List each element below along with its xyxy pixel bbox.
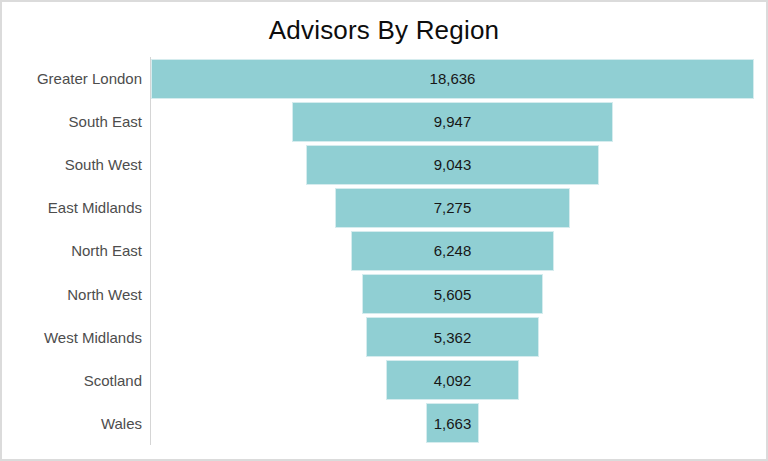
category-label: East Midlands: [2, 186, 150, 229]
bar-value-label: 4,092: [434, 372, 472, 389]
plot-area: 5,362: [150, 316, 766, 359]
chart-frame: Advisors By Region Greater London 18,636 S…: [0, 0, 768, 461]
funnel-row: Wales 1,663: [2, 402, 766, 445]
plot-area: 4,092: [150, 359, 766, 402]
category-label: North West: [2, 273, 150, 316]
bar-value-label: 5,605: [434, 286, 472, 303]
category-label: South West: [2, 143, 150, 186]
plot-area: 9,043: [150, 143, 766, 186]
category-label: West Midlands: [2, 316, 150, 359]
funnel-bar[interactable]: 5,362: [366, 317, 539, 357]
funnel-row: West Midlands 5,362: [2, 316, 766, 359]
plot-area: 5,605: [150, 273, 766, 316]
funnel-row: East Midlands 7,275: [2, 186, 766, 229]
funnel-bar[interactable]: 7,275: [335, 188, 570, 228]
funnel-bar[interactable]: 4,092: [386, 360, 518, 400]
funnel-row: Greater London 18,636: [2, 57, 766, 100]
bar-value-label: 5,362: [434, 329, 472, 346]
funnel-bar[interactable]: 9,043: [306, 145, 599, 185]
category-label: North East: [2, 229, 150, 272]
category-label: South East: [2, 100, 150, 143]
funnel-bar[interactable]: 5,605: [362, 274, 543, 314]
bar-value-label: 9,947: [434, 113, 472, 130]
category-label: Scotland: [2, 359, 150, 402]
chart-title: Advisors By Region: [2, 12, 766, 48]
funnel-bar[interactable]: 6,248: [351, 231, 553, 271]
category-label: Wales: [2, 402, 150, 445]
funnel-bar[interactable]: 18,636: [151, 59, 754, 99]
funnel-row: Scotland 4,092: [2, 359, 766, 402]
funnel-row: South West 9,043: [2, 143, 766, 186]
bar-value-label: 9,043: [434, 156, 472, 173]
category-label: Greater London: [2, 57, 150, 100]
bar-value-label: 6,248: [434, 242, 472, 259]
plot-area: 6,248: [150, 229, 766, 272]
plot-area: 9,947: [150, 100, 766, 143]
funnel-row: South East 9,947: [2, 100, 766, 143]
funnel-chart: Greater London18,636South East9,947South…: [2, 57, 766, 445]
bar-value-label: 7,275: [434, 199, 472, 216]
funnel-row: North West 5,605: [2, 273, 766, 316]
bar-value-label: 18,636: [430, 70, 476, 87]
plot-area: 18,636: [150, 57, 766, 100]
bar-value-label: 1,663: [434, 415, 472, 432]
plot-area: 7,275: [150, 186, 766, 229]
funnel-bar[interactable]: 9,947: [292, 102, 614, 142]
plot-area: 1,663: [150, 402, 766, 445]
funnel-bar[interactable]: 1,663: [426, 403, 480, 443]
funnel-row: North East 6,248: [2, 229, 766, 272]
